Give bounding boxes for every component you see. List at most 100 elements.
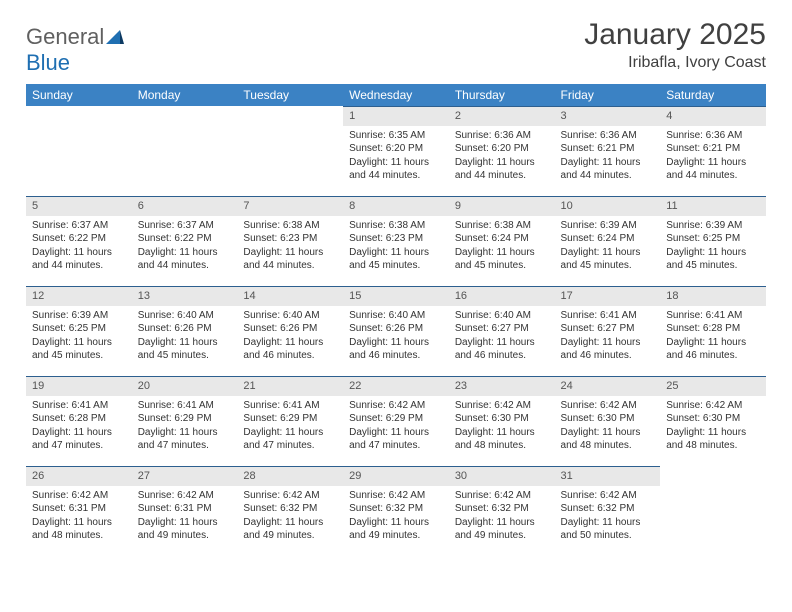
day-number: 10 [555, 196, 661, 216]
daylight-line: Daylight: 11 hours and 45 minutes. [666, 246, 760, 273]
day-details: Sunrise: 6:38 AMSunset: 6:23 PMDaylight:… [237, 216, 343, 277]
sunrise-line: Sunrise: 6:42 AM [138, 489, 232, 503]
sunrise-line: Sunrise: 6:42 AM [561, 399, 655, 413]
calendar-empty [660, 466, 766, 556]
calendar-day: 2Sunrise: 6:36 AMSunset: 6:20 PMDaylight… [449, 106, 555, 196]
daylight-line: Daylight: 11 hours and 44 minutes. [32, 246, 126, 273]
sunrise-line: Sunrise: 6:40 AM [138, 309, 232, 323]
calendar-day: 22Sunrise: 6:42 AMSunset: 6:29 PMDayligh… [343, 376, 449, 466]
calendar-week-row: 5Sunrise: 6:37 AMSunset: 6:22 PMDaylight… [26, 196, 766, 286]
sunset-line: Sunset: 6:29 PM [349, 412, 443, 426]
calendar-day: 30Sunrise: 6:42 AMSunset: 6:32 PMDayligh… [449, 466, 555, 556]
daylight-line: Daylight: 11 hours and 45 minutes. [349, 246, 443, 273]
sunset-line: Sunset: 6:30 PM [666, 412, 760, 426]
sunrise-line: Sunrise: 6:41 AM [243, 399, 337, 413]
daylight-line: Daylight: 11 hours and 44 minutes. [243, 246, 337, 273]
day-number: 30 [449, 466, 555, 486]
daylight-line: Daylight: 11 hours and 46 minutes. [243, 336, 337, 363]
day-details: Sunrise: 6:42 AMSunset: 6:30 PMDaylight:… [449, 396, 555, 457]
day-details: Sunrise: 6:40 AMSunset: 6:26 PMDaylight:… [343, 306, 449, 367]
calendar-empty [132, 106, 238, 196]
daylight-line: Daylight: 11 hours and 48 minutes. [32, 516, 126, 543]
sunset-line: Sunset: 6:32 PM [243, 502, 337, 516]
day-number: 11 [660, 196, 766, 216]
day-number: 23 [449, 376, 555, 396]
sunrise-line: Sunrise: 6:42 AM [349, 399, 443, 413]
calendar-day: 23Sunrise: 6:42 AMSunset: 6:30 PMDayligh… [449, 376, 555, 466]
daylight-line: Daylight: 11 hours and 45 minutes. [561, 246, 655, 273]
daylight-line: Daylight: 11 hours and 46 minutes. [666, 336, 760, 363]
day-number: 1 [343, 106, 449, 126]
daylight-line: Daylight: 11 hours and 48 minutes. [455, 426, 549, 453]
sunrise-line: Sunrise: 6:42 AM [455, 399, 549, 413]
sunrise-line: Sunrise: 6:40 AM [243, 309, 337, 323]
sunrise-line: Sunrise: 6:36 AM [561, 129, 655, 143]
daylight-line: Daylight: 11 hours and 46 minutes. [561, 336, 655, 363]
sunrise-line: Sunrise: 6:35 AM [349, 129, 443, 143]
sunset-line: Sunset: 6:22 PM [138, 232, 232, 246]
day-number: 13 [132, 286, 238, 306]
calendar-day: 9Sunrise: 6:38 AMSunset: 6:24 PMDaylight… [449, 196, 555, 286]
sunrise-line: Sunrise: 6:38 AM [349, 219, 443, 233]
calendar-week-row: 19Sunrise: 6:41 AMSunset: 6:28 PMDayligh… [26, 376, 766, 466]
daylight-line: Daylight: 11 hours and 47 minutes. [243, 426, 337, 453]
sunset-line: Sunset: 6:20 PM [455, 142, 549, 156]
day-number: 22 [343, 376, 449, 396]
calendar-day: 4Sunrise: 6:36 AMSunset: 6:21 PMDaylight… [660, 106, 766, 196]
calendar-day: 13Sunrise: 6:40 AMSunset: 6:26 PMDayligh… [132, 286, 238, 376]
sunset-line: Sunset: 6:24 PM [455, 232, 549, 246]
sunrise-line: Sunrise: 6:41 AM [666, 309, 760, 323]
page-title: January 2025 [584, 18, 766, 52]
day-details: Sunrise: 6:42 AMSunset: 6:30 PMDaylight:… [660, 396, 766, 457]
day-number: 28 [237, 466, 343, 486]
day-details: Sunrise: 6:42 AMSunset: 6:31 PMDaylight:… [26, 486, 132, 547]
day-details: Sunrise: 6:39 AMSunset: 6:24 PMDaylight:… [555, 216, 661, 277]
calendar: SundayMondayTuesdayWednesdayThursdayFrid… [26, 84, 766, 556]
sunset-line: Sunset: 6:27 PM [455, 322, 549, 336]
sunrise-line: Sunrise: 6:42 AM [666, 399, 760, 413]
calendar-day: 8Sunrise: 6:38 AMSunset: 6:23 PMDaylight… [343, 196, 449, 286]
calendar-day: 24Sunrise: 6:42 AMSunset: 6:30 PMDayligh… [555, 376, 661, 466]
daylight-line: Daylight: 11 hours and 49 minutes. [455, 516, 549, 543]
calendar-day: 10Sunrise: 6:39 AMSunset: 6:24 PMDayligh… [555, 196, 661, 286]
sunrise-line: Sunrise: 6:36 AM [455, 129, 549, 143]
daylight-line: Daylight: 11 hours and 44 minutes. [138, 246, 232, 273]
day-number: 26 [26, 466, 132, 486]
daylight-line: Daylight: 11 hours and 46 minutes. [455, 336, 549, 363]
calendar-day: 1Sunrise: 6:35 AMSunset: 6:20 PMDaylight… [343, 106, 449, 196]
daylight-line: Daylight: 11 hours and 49 minutes. [243, 516, 337, 543]
title-block: January 2025 Iribafla, Ivory Coast [584, 18, 766, 72]
logo-text-a: General [26, 24, 104, 49]
sunrise-line: Sunrise: 6:39 AM [561, 219, 655, 233]
day-number: 14 [237, 286, 343, 306]
day-details: Sunrise: 6:41 AMSunset: 6:28 PMDaylight:… [26, 396, 132, 457]
sunset-line: Sunset: 6:32 PM [455, 502, 549, 516]
sunrise-line: Sunrise: 6:39 AM [32, 309, 126, 323]
day-header: Tuesday [237, 84, 343, 106]
calendar-day: 3Sunrise: 6:36 AMSunset: 6:21 PMDaylight… [555, 106, 661, 196]
day-number: 25 [660, 376, 766, 396]
daylight-line: Daylight: 11 hours and 47 minutes. [138, 426, 232, 453]
day-number: 7 [237, 196, 343, 216]
sunset-line: Sunset: 6:21 PM [666, 142, 760, 156]
daylight-line: Daylight: 11 hours and 44 minutes. [561, 156, 655, 183]
day-header: Friday [555, 84, 661, 106]
calendar-day: 17Sunrise: 6:41 AMSunset: 6:27 PMDayligh… [555, 286, 661, 376]
calendar-day: 26Sunrise: 6:42 AMSunset: 6:31 PMDayligh… [26, 466, 132, 556]
day-number: 29 [343, 466, 449, 486]
calendar-empty [26, 106, 132, 196]
daylight-line: Daylight: 11 hours and 45 minutes. [138, 336, 232, 363]
calendar-day: 27Sunrise: 6:42 AMSunset: 6:31 PMDayligh… [132, 466, 238, 556]
calendar-day: 29Sunrise: 6:42 AMSunset: 6:32 PMDayligh… [343, 466, 449, 556]
sunrise-line: Sunrise: 6:41 AM [138, 399, 232, 413]
day-details: Sunrise: 6:40 AMSunset: 6:26 PMDaylight:… [237, 306, 343, 367]
day-number: 3 [555, 106, 661, 126]
daylight-line: Daylight: 11 hours and 45 minutes. [32, 336, 126, 363]
logo-text: General Blue [26, 24, 124, 76]
daylight-line: Daylight: 11 hours and 49 minutes. [138, 516, 232, 543]
calendar-empty [237, 106, 343, 196]
day-details: Sunrise: 6:40 AMSunset: 6:27 PMDaylight:… [449, 306, 555, 367]
day-details: Sunrise: 6:42 AMSunset: 6:32 PMDaylight:… [555, 486, 661, 547]
sunrise-line: Sunrise: 6:42 AM [561, 489, 655, 503]
day-number: 9 [449, 196, 555, 216]
